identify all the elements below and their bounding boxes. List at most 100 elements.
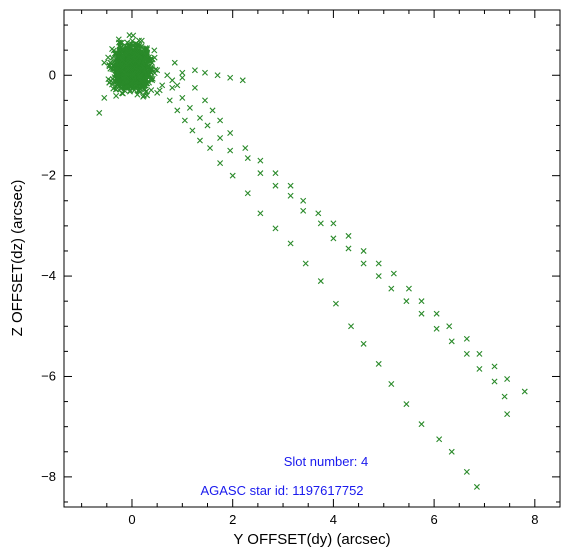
data-point — [131, 87, 138, 94]
data-point — [360, 247, 367, 254]
data-point — [209, 107, 216, 114]
data-point-cluster — [132, 57, 139, 64]
data-point — [375, 260, 382, 267]
data-point-cluster — [144, 64, 151, 71]
data-point-cluster — [118, 55, 125, 62]
data-point-cluster — [114, 68, 121, 75]
data-point — [174, 107, 181, 114]
data-point — [202, 97, 208, 104]
data-point-cluster — [123, 51, 130, 58]
x-tick-label: 2 — [229, 512, 236, 527]
data-point-cluster — [116, 42, 123, 49]
data-point-cluster — [125, 66, 132, 73]
data-point — [169, 84, 176, 91]
data-point-cluster — [140, 93, 147, 100]
data-point-cluster — [134, 91, 141, 98]
data-point — [403, 298, 410, 305]
data-point-cluster — [133, 46, 140, 53]
data-point — [101, 94, 108, 101]
data-point-cluster — [126, 88, 133, 95]
data-point — [96, 109, 103, 116]
x-tick-label: 6 — [430, 512, 437, 527]
data-point-cluster — [110, 85, 117, 92]
data-point — [405, 285, 412, 292]
data-point-cluster — [142, 54, 149, 61]
data-point — [217, 135, 224, 142]
data-point — [476, 350, 483, 357]
data-point-cluster — [122, 79, 129, 86]
x-tick-label: 0 — [128, 512, 135, 527]
data-point-cluster — [148, 87, 155, 94]
data-point — [204, 122, 211, 129]
data-point — [504, 375, 511, 382]
data-point-cluster — [127, 66, 134, 73]
data-point — [360, 260, 367, 267]
data-point-cluster — [135, 67, 142, 74]
data-point — [227, 74, 234, 81]
axis-ticks — [64, 10, 561, 507]
data-point — [217, 160, 224, 167]
data-point — [300, 207, 307, 214]
data-point — [448, 338, 455, 345]
data-point-cluster — [131, 64, 138, 71]
data-point — [242, 145, 249, 152]
data-point — [179, 69, 186, 76]
data-point — [287, 192, 294, 199]
data-point-cluster — [125, 54, 132, 61]
data-point — [332, 300, 339, 307]
data-point — [189, 127, 196, 134]
x-tick-label: 4 — [330, 512, 337, 527]
y-tick-label: −6 — [41, 368, 56, 383]
data-point — [501, 393, 508, 400]
data-point-cluster — [151, 47, 158, 54]
data-point — [151, 54, 158, 61]
data-point — [476, 365, 483, 372]
data-point — [239, 77, 246, 84]
data-point — [186, 104, 193, 111]
data-point — [257, 170, 264, 177]
data-point — [141, 82, 148, 89]
data-point — [244, 155, 251, 162]
data-point-cluster — [113, 92, 120, 99]
data-point — [317, 278, 324, 285]
data-point-cluster — [134, 52, 141, 59]
data-point — [403, 401, 410, 408]
data-point — [144, 92, 151, 99]
data-point — [113, 74, 120, 81]
annotation-slot-number: Slot number: 4 — [284, 454, 369, 469]
data-point — [126, 32, 133, 39]
data-point — [345, 245, 352, 252]
data-point — [330, 235, 337, 242]
data-point — [433, 310, 440, 317]
data-point — [375, 273, 382, 280]
data-point — [388, 285, 395, 292]
data-point — [388, 381, 395, 387]
data-point-cluster — [130, 41, 137, 48]
data-point-cluster — [126, 49, 133, 56]
data-point — [463, 468, 470, 475]
data-point-cluster — [152, 66, 159, 73]
data-point — [287, 182, 294, 189]
data-point — [463, 350, 470, 357]
data-point-cluster — [136, 73, 143, 80]
data-point — [118, 39, 125, 46]
y-axis-label: Z OFFSET(dz) (arcsec) — [9, 180, 26, 337]
data-point — [179, 94, 186, 101]
y-tick-label: −2 — [41, 168, 56, 183]
data-point — [229, 172, 236, 179]
data-point — [202, 69, 208, 76]
data-point — [179, 74, 186, 81]
data-point — [181, 117, 188, 124]
data-point — [217, 117, 224, 124]
data-point — [330, 220, 337, 227]
data-point — [491, 363, 498, 370]
data-point-cluster — [139, 64, 146, 71]
data-point — [418, 298, 425, 305]
data-point-cluster — [120, 69, 127, 76]
y-tick-label: −8 — [41, 469, 56, 484]
data-point-cluster — [137, 73, 144, 80]
data-point — [300, 197, 307, 204]
data-point — [473, 483, 480, 490]
data-point — [171, 59, 178, 66]
